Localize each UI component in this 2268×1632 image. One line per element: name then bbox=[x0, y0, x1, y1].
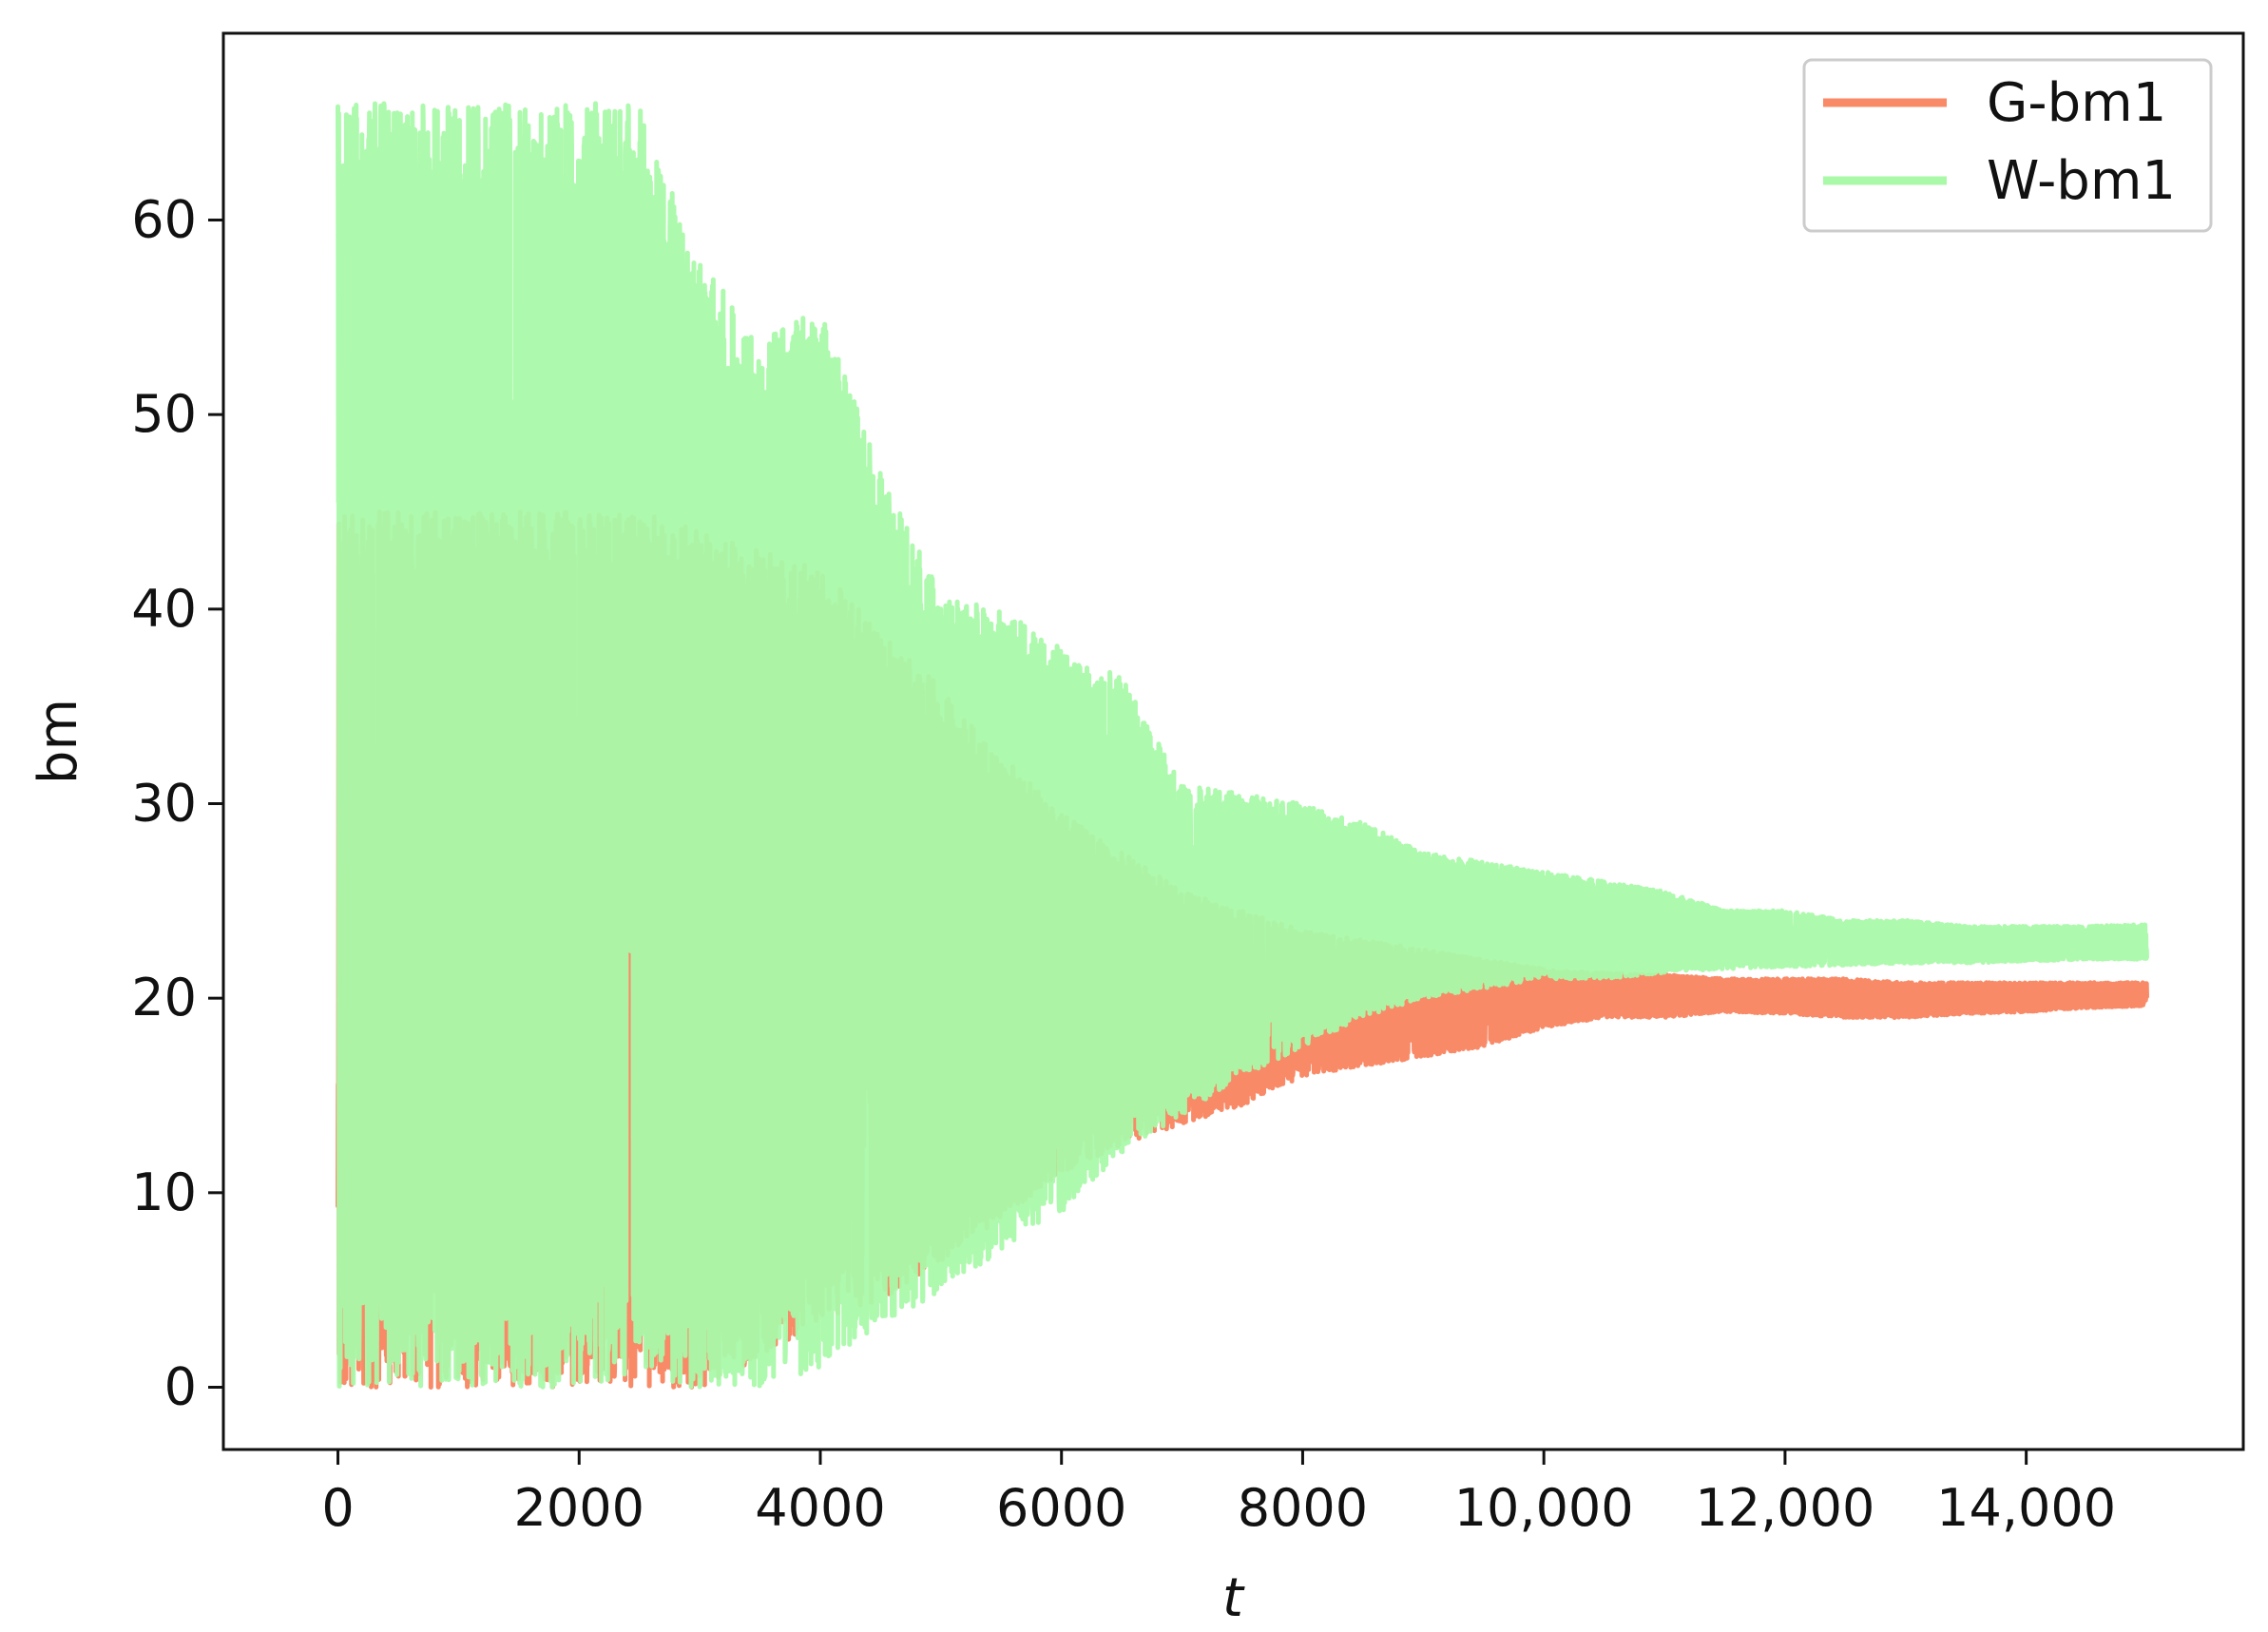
y-axis-ticks: 0 10 20 30 40 50 60 bbox=[131, 189, 223, 1417]
x-tick-label-14000: 14,000 bbox=[1936, 1478, 2116, 1538]
x-tick-label-6000: 6000 bbox=[996, 1478, 1126, 1538]
x-axis-label: t bbox=[1222, 1567, 1245, 1629]
legend: G-bm1 W-bm1 bbox=[1802, 58, 2213, 233]
y-tick-label-10: 10 bbox=[131, 1162, 197, 1222]
legend-label-g-bm1: G-bm1 bbox=[1987, 72, 2166, 134]
x-tick-label-10000: 10,000 bbox=[1454, 1478, 1634, 1538]
y-tick-label-30: 30 bbox=[131, 773, 197, 833]
x-tick-label-12000: 12,000 bbox=[1695, 1478, 1874, 1538]
y-axis-label: bm bbox=[28, 699, 89, 784]
x-tick-label-2000: 2000 bbox=[514, 1478, 644, 1538]
legend-label-w-bm1: W-bm1 bbox=[1987, 150, 2176, 212]
x-axis-ticks: 0 2000 4000 6000 8000 10,000 12,000 14,000 bbox=[321, 1450, 2116, 1538]
y-tick-label-0: 0 bbox=[164, 1357, 197, 1417]
plot-frame bbox=[221, 31, 2245, 1451]
y-tick-label-60: 60 bbox=[131, 189, 197, 249]
series-layer bbox=[336, 101, 2149, 1390]
x-tick-label-0: 0 bbox=[321, 1478, 354, 1538]
x-tick-label-8000: 8000 bbox=[1238, 1478, 1368, 1538]
series-line-w-bm1 bbox=[336, 101, 2149, 1390]
x-tick-label-4000: 4000 bbox=[755, 1478, 885, 1538]
y-tick-label-20: 20 bbox=[131, 968, 197, 1027]
y-tick-label-50: 50 bbox=[131, 384, 197, 444]
y-tick-label-40: 40 bbox=[131, 579, 197, 639]
